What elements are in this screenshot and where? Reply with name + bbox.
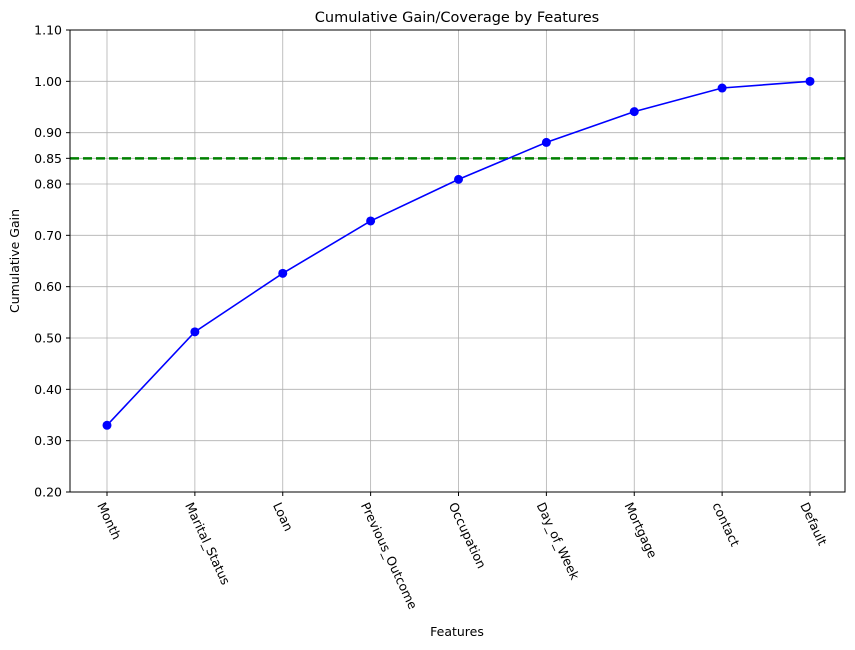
data-point [541,137,551,147]
y-tick-label: 0.60 [34,279,62,294]
y-axis-label: Cumulative Gain [7,209,22,313]
data-point [717,83,727,93]
y-tick-label: 0.85 [34,151,62,166]
data-point [629,107,639,117]
chart-title: Cumulative Gain/Coverage by Features [315,10,599,26]
series-group [102,76,815,430]
y-axis-ticks: 0.20 0.30 0.40 0.50 0.60 0.70 0.80 0.85 0.90 1.00… [34,23,70,500]
data-point [805,76,815,86]
y-tick-label: 1.00 [34,74,62,89]
data-point [102,420,112,430]
y-tick-label: 0.30 [34,433,62,448]
y-tick-label: 0.70 [34,228,62,243]
y-tick-label: 1.10 [34,23,62,38]
data-point [366,216,376,226]
y-tick-label: 0.50 [34,331,62,346]
y-tick-label: 0.80 [34,177,62,192]
y-tick-label: 0.20 [34,485,62,500]
data-point [190,327,200,337]
plot-frame [69,29,846,493]
y-tick-label: 0.40 [34,382,62,397]
y-tick-label: 0.90 [34,125,62,140]
data-point [454,174,463,184]
x-axis-label: Features [430,624,484,639]
data-point [278,268,288,278]
